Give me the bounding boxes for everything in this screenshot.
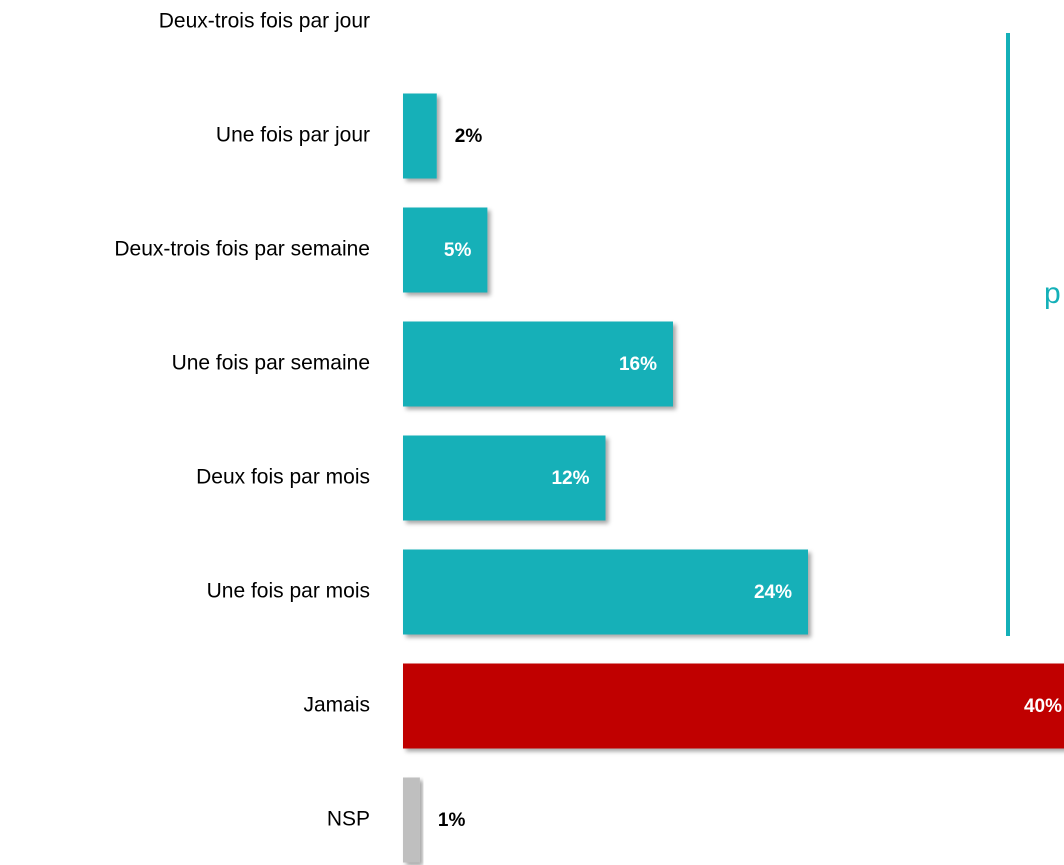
category-label: Deux-trois fois par semaine [114, 238, 370, 261]
value-label: 1% [438, 810, 466, 831]
category-label: Jamais [303, 694, 370, 717]
category-label: Deux-trois fois par jour [159, 10, 370, 33]
value-label: 12% [551, 468, 589, 489]
bar [403, 93, 437, 179]
value-label: 24% [754, 582, 792, 603]
bar [403, 663, 1064, 749]
category-label: Une fois par semaine [172, 352, 370, 375]
bar [403, 549, 808, 635]
category-label: Une fois par mois [207, 580, 370, 603]
bar [403, 321, 673, 407]
category-label: Deux fois par mois [196, 466, 370, 489]
value-label: 5% [444, 240, 472, 261]
category-label: Une fois par jour [216, 124, 370, 147]
value-label: 16% [619, 354, 657, 375]
bar [403, 207, 488, 293]
bar [403, 435, 606, 521]
value-label: 2% [455, 126, 483, 147]
category-label: NSP [327, 808, 370, 831]
bar [403, 777, 420, 863]
annotation: p [1044, 277, 1061, 310]
value-label: 40% [1024, 696, 1062, 717]
